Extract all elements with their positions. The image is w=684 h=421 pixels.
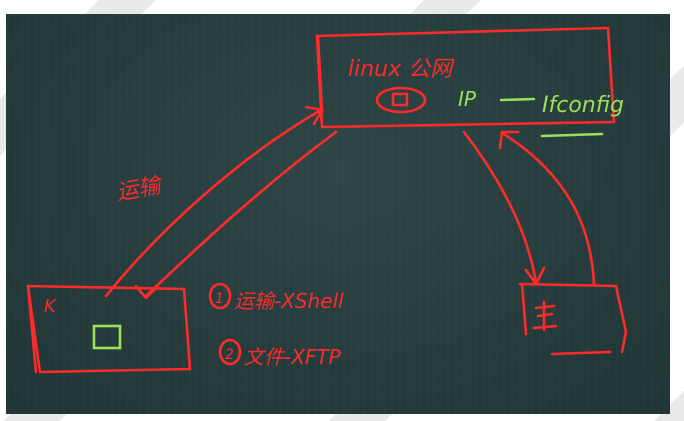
diagram-canvas: linux 公网 运输 K 1 运输-XShell 2 文件-XFTP IP I… <box>26 26 628 374</box>
client-box <box>26 284 192 374</box>
phone-base-line <box>550 350 612 356</box>
step2-circle <box>218 338 242 366</box>
server-box <box>315 26 616 129</box>
transfer-label: 运输 <box>115 173 166 206</box>
server-to-phone-arrow-head <box>524 266 546 286</box>
step1-number: 1 <box>215 291 224 307</box>
ifconfig-underline <box>540 132 604 138</box>
client-monitor-icon <box>92 324 122 350</box>
ip-dash <box>499 97 536 102</box>
transfer-arrow-down <box>144 130 338 298</box>
phone-glyph <box>532 300 558 332</box>
server-title: linux 公网 <box>348 57 455 82</box>
chalkboard: linux 公网 运输 K 1 运输-XShell 2 文件-XFTP IP I… <box>6 14 670 414</box>
ifconfig-command: Ifconfig <box>542 93 624 118</box>
phone-to-server-arrow <box>502 132 596 286</box>
step2-number: 2 <box>225 347 234 363</box>
phone-box <box>518 282 628 354</box>
transfer-arrow-up-head <box>304 105 324 126</box>
monitor-icon <box>391 92 409 107</box>
server-monitor-oval <box>375 86 427 114</box>
step1-circle <box>208 282 232 310</box>
client-mark: K <box>44 296 57 317</box>
phone-to-server-arrow-head <box>498 130 520 150</box>
server-to-phone-arrow <box>462 130 538 284</box>
ip-label: IP <box>458 87 477 111</box>
step1-label: 运输-XShell <box>234 289 344 313</box>
step2-label: 文件-XFTP <box>244 345 342 369</box>
transfer-arrow-up <box>104 108 323 298</box>
transfer-arrow-down-head <box>134 284 160 300</box>
